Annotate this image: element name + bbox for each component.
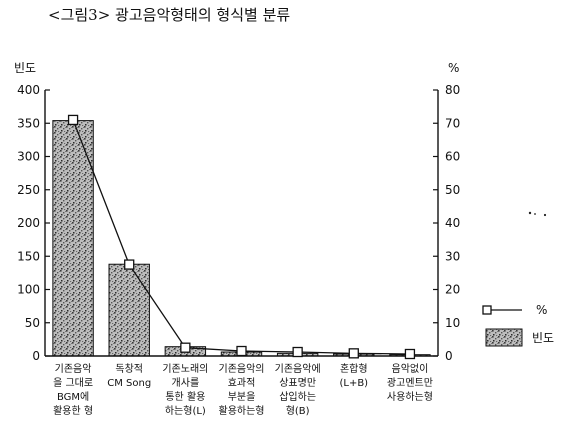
right-tick-label: 0 xyxy=(445,349,453,363)
category-label: 기존노래의 개사를 통한 활용 하는형(L) xyxy=(162,363,208,417)
right-tick-label: 60 xyxy=(445,150,460,164)
category-label: 혼합형 (L+B) xyxy=(339,362,368,389)
percent-point xyxy=(67,114,79,126)
category-label: 기존음악 을 그대로 BGM에 활용한 형 xyxy=(53,363,93,417)
percent-point xyxy=(348,348,359,359)
right-tick-label: 50 xyxy=(445,183,460,197)
category-label: 기존음악에 상표명만 삽입하는 형(B) xyxy=(275,363,321,417)
right-tick-label: 20 xyxy=(445,283,460,297)
category-label: 음악없이 광고멘트만 사용하는형 xyxy=(387,362,433,403)
percent-point xyxy=(404,348,416,360)
left-tick-label: 350 xyxy=(17,116,40,130)
left-tick-label: 100 xyxy=(17,283,40,297)
category-label: 독창적 CM Song xyxy=(107,363,151,389)
left-axis-ticks: 0 50 100 150 200 250 300 350 400 xyxy=(17,83,50,363)
right-tick-label: 10 xyxy=(445,316,460,330)
left-tick-label: 300 xyxy=(17,150,40,164)
right-axis-label: % xyxy=(448,61,459,75)
right-tick-label: 80 xyxy=(445,83,460,97)
left-tick-label: 0 xyxy=(32,349,40,363)
legend-label-frequency: 빈도 xyxy=(532,331,554,345)
right-tick-label: 70 xyxy=(445,116,460,130)
left-tick-label: 250 xyxy=(17,183,40,197)
left-axis-label: 빈도 xyxy=(14,61,36,75)
category-labels: 기존음악 을 그대로 BGM에 활용한 형 독창적 CM Song 기존노래의 개사를 통한 활… xyxy=(53,362,433,417)
right-axis-ticks: 0 10 20 30 40 50 60 70 80 xyxy=(433,83,460,363)
bar-series xyxy=(52,120,431,357)
percent-line-series xyxy=(67,114,416,360)
legend-square-marker xyxy=(482,305,492,315)
bar xyxy=(108,263,150,357)
right-tick-label: 30 xyxy=(445,249,460,263)
legend-entry-percent: % xyxy=(482,303,547,317)
percent-point xyxy=(292,346,303,358)
left-tick-label: 400 xyxy=(17,83,40,97)
percent-point xyxy=(124,259,135,270)
left-tick-label: 150 xyxy=(17,249,40,263)
bar xyxy=(52,120,94,357)
percent-point xyxy=(180,342,191,353)
percent-point xyxy=(236,345,247,357)
right-tick-label: 40 xyxy=(445,216,460,230)
left-tick-label: 50 xyxy=(25,316,40,330)
scan-speck xyxy=(528,211,547,217)
chart-title: <그림3> 광고음악형태의 형식별 분류 xyxy=(48,6,290,24)
legend: % 빈도 xyxy=(482,303,554,347)
legend-stipple-swatch xyxy=(485,328,523,347)
legend-label-percent: % xyxy=(536,303,547,317)
legend-entry-frequency: 빈도 xyxy=(485,328,554,347)
axes-frame xyxy=(44,90,439,357)
left-tick-label: 200 xyxy=(17,216,40,230)
category-label: 기존음악의 효과적 부분을 활용하는형 xyxy=(219,363,265,417)
